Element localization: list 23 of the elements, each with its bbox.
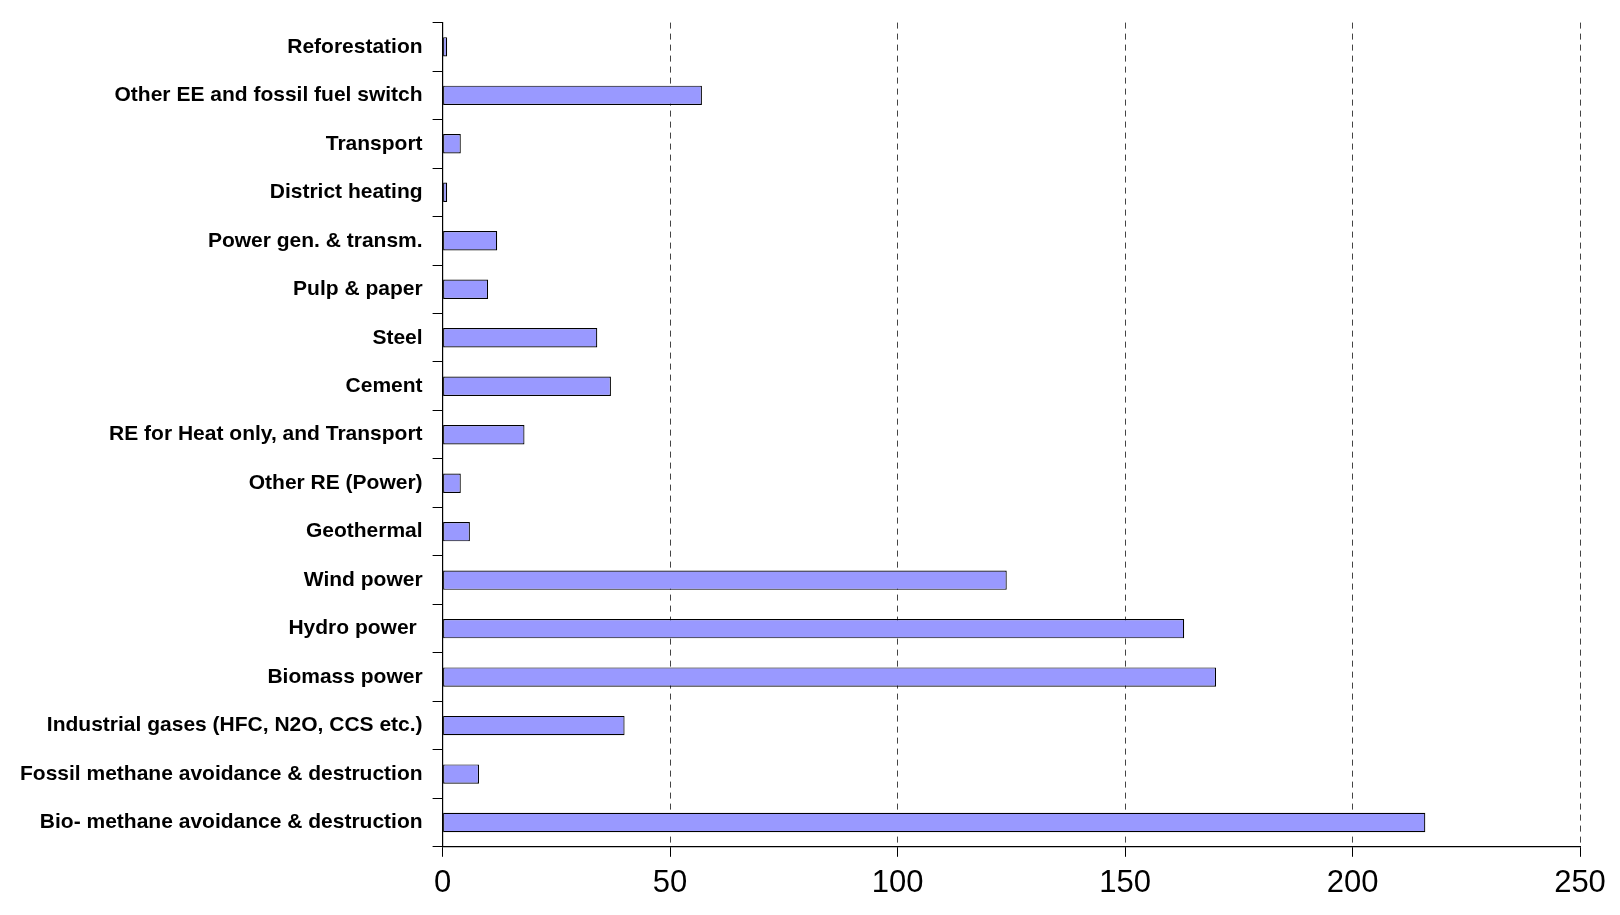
y-tick-label: Transport	[325, 130, 423, 154]
y-tick-label: Fossil methane avoidance & destruction	[19, 760, 423, 784]
y-tick-label: Biomass power	[267, 663, 423, 687]
y-tick-label: Pulp & paper	[293, 276, 423, 300]
x-tick-label: 100	[871, 863, 924, 899]
y-tick-label: Bio- methane avoidance & destruction	[39, 809, 423, 833]
x-tick-label: 50	[652, 863, 688, 899]
y-tick-label: District heating	[269, 179, 423, 203]
y-tick-label: Wind power	[303, 566, 423, 590]
y-tick-label: Steel	[372, 324, 423, 348]
y-tick-label: Other RE (Power)	[248, 469, 423, 493]
y-tick-label: Other EE and fossil fuel switch	[114, 82, 423, 106]
y-tick-label: Industrial gases (HFC, N2O, CCS etc.)	[46, 712, 423, 736]
x-tick-label: 200	[1326, 863, 1379, 899]
x-tick-label: 150	[1099, 863, 1151, 899]
y-tick-label: RE for Heat only, and Transport	[109, 421, 423, 445]
y-tick-label: Power gen. & transm.	[207, 227, 423, 251]
x-tick-label: 0	[433, 863, 452, 899]
y-tick-label: Cement	[345, 373, 423, 397]
y-tick-label: Hydro power	[288, 615, 423, 639]
x-tick-label: 250	[1554, 863, 1606, 899]
y-tick-label: Geothermal	[305, 518, 423, 542]
y-tick-label: Reforestation	[287, 33, 423, 57]
